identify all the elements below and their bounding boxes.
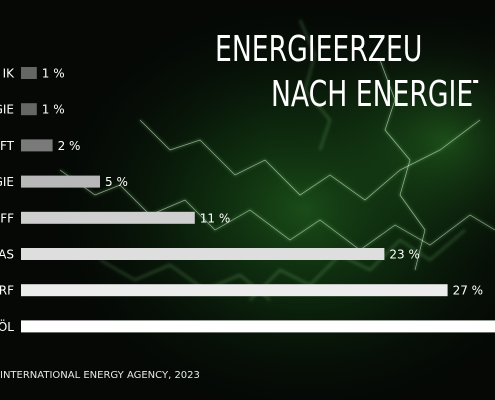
value-label-2: 2 % [58,139,81,153]
value-label-1: 1 % [42,103,65,117]
category-label-2: FT [0,139,15,153]
value-label-3: 5 % [105,175,128,189]
bar-6 [21,284,448,297]
category-label-5: AS [0,248,14,262]
source-note: INTERNATIONAL ENERGY AGENCY, 2023 [0,370,200,381]
category-label-7: ÖL [0,318,14,334]
bar-5 [21,248,385,260]
category-label-4: FF [0,211,14,225]
bar-3 [21,175,100,188]
value-label-4: 11 % [200,211,231,225]
bar-2 [21,139,53,152]
bar-0 [21,67,37,79]
chart-title-line-1: ENERGIEERZEUGUNG [215,32,423,68]
bar-7 [21,320,495,333]
chart-title-line-2: NACH ENERGIETR [271,77,478,113]
category-label-1: GIE [0,103,14,117]
bar-1 [21,103,37,116]
bar-4 [21,211,195,224]
category-label-3: GIE [0,175,14,189]
value-label-0: 1 % [42,67,65,81]
category-label-0: IK [3,67,16,81]
value-label-5: 23 % [389,248,420,262]
value-label-6: 27 % [453,284,484,298]
category-label-6: RF [0,284,14,298]
